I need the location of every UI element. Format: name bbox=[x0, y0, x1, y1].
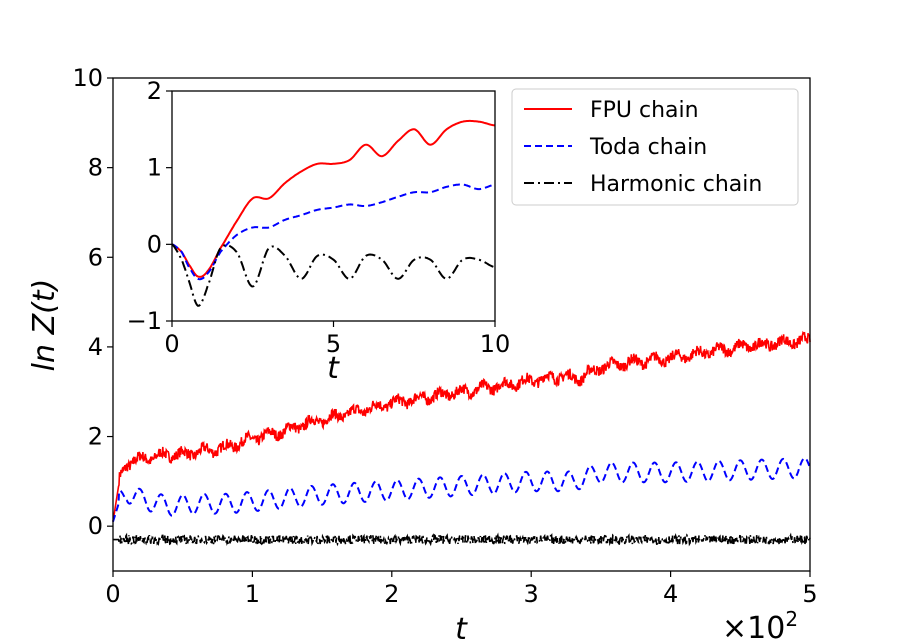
main-series-harmonic-chain bbox=[113, 532, 811, 547]
main-x-tick-label: 4 bbox=[663, 580, 678, 608]
inset-y-tick-label: −1 bbox=[127, 307, 162, 335]
main-series-fpu-chain bbox=[112, 330, 811, 522]
main-y-tick-label: 2 bbox=[88, 423, 103, 451]
legend: FPU chain Toda chain Harmonic chain bbox=[511, 88, 799, 206]
main-series-layer bbox=[112, 330, 811, 547]
main-x-tick-label: 3 bbox=[524, 580, 539, 608]
inset-x-axis-label: t bbox=[327, 351, 340, 386]
legend-label-toda: Toda chain bbox=[589, 135, 707, 160]
main-x-tick-label: 5 bbox=[802, 580, 817, 608]
inset-background bbox=[172, 91, 495, 321]
main-series-toda-chain bbox=[112, 457, 811, 522]
inset-y-tick-label: 1 bbox=[147, 154, 162, 182]
inset-x-tick-label: 10 bbox=[480, 330, 511, 358]
main-x-tick-label: 1 bbox=[245, 580, 260, 608]
inset-x-tick-label: 0 bbox=[164, 330, 179, 358]
x-axis-offset-exponent: 2 bbox=[785, 607, 798, 631]
legend-box bbox=[511, 88, 799, 206]
main-x-tick-label: 0 bbox=[105, 580, 120, 608]
inset-y-tick-label: 2 bbox=[147, 77, 162, 105]
inset-x-tick-label: 5 bbox=[326, 330, 341, 358]
inset-x-axis: 0 5 10 bbox=[164, 321, 510, 358]
inset-y-axis: −1 0 1 2 bbox=[127, 77, 172, 335]
x-axis-offset-base: ×10 bbox=[722, 611, 785, 641]
main-y-tick-label: 8 bbox=[88, 154, 103, 182]
main-y-tick-label: 10 bbox=[72, 64, 103, 92]
main-plot-frame bbox=[112, 77, 811, 572]
inset-series-harmonic-chain bbox=[171, 243, 496, 307]
inset-y-tick-label: 0 bbox=[147, 230, 162, 258]
main-x-axis-label: t bbox=[455, 612, 468, 641]
inset-series-layer bbox=[171, 119, 496, 307]
main-y-tick-label: 4 bbox=[88, 333, 103, 361]
main-y-axis-label: ln Z(t) bbox=[27, 279, 62, 372]
main-y-axis: 0 2 4 6 8 10 bbox=[72, 64, 113, 540]
main-y-tick-label: 0 bbox=[88, 512, 103, 540]
legend-label-harmonic: Harmonic chain bbox=[590, 172, 762, 197]
inset-series-toda-chain bbox=[171, 183, 496, 281]
x-axis-offset-label: ×102 bbox=[722, 607, 798, 641]
main-x-tick-label: 2 bbox=[384, 580, 399, 608]
legend-label-fpu: FPU chain bbox=[590, 98, 699, 123]
main-y-tick-label: 6 bbox=[88, 243, 103, 271]
main-x-axis: 0 1 2 3 4 5 bbox=[105, 571, 818, 608]
inset-series-fpu-chain bbox=[171, 119, 496, 278]
